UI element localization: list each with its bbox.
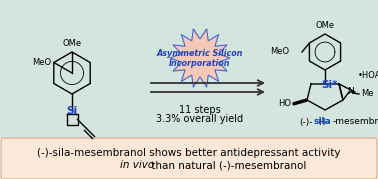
Text: OMe: OMe [315, 21, 335, 30]
Text: sila: sila [313, 117, 331, 127]
Text: HO: HO [278, 100, 291, 108]
Text: 3.3% overall yield: 3.3% overall yield [156, 114, 243, 124]
Bar [0, 0, 378, 138]
Text: than natural (-)-mesembranol: than natural (-)-mesembranol [148, 160, 307, 170]
Text: Si: Si [67, 106, 77, 116]
Text: in vivo: in vivo [120, 160, 154, 170]
Text: Incorporation: Incorporation [169, 59, 231, 69]
Text: •HOAc: •HOAc [358, 71, 378, 79]
Text: MeO: MeO [270, 47, 289, 57]
Text: OMe: OMe [62, 39, 82, 48]
FancyBboxPatch shape [1, 138, 377, 179]
Text: N: N [348, 86, 355, 96]
Text: MeO: MeO [32, 58, 51, 67]
Text: Me: Me [361, 90, 373, 98]
Text: (-)-: (-)- [299, 117, 313, 127]
Text: -mesembranol: -mesembranol [333, 117, 378, 127]
Text: H: H [318, 118, 324, 127]
Text: Si*: Si* [321, 80, 337, 90]
Polygon shape [170, 29, 230, 87]
Text: Asymmetric Silicon: Asymmetric Silicon [157, 49, 243, 57]
Text: (-)-sila-mesembranol shows better antidepressant activity: (-)-sila-mesembranol shows better antide… [37, 148, 341, 158]
Text: 11 steps: 11 steps [179, 105, 221, 115]
